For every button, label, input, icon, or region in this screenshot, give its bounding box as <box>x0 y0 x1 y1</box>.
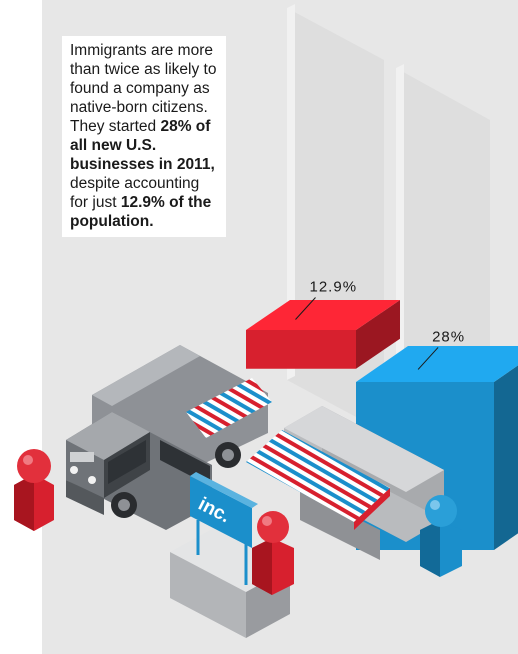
van-awning <box>186 378 272 438</box>
inc-sign: inc. <box>190 472 258 585</box>
van-grille <box>70 452 94 462</box>
description-part-2: despite accounting for just <box>70 175 200 211</box>
bar-1-front <box>246 330 356 369</box>
person-red-booth <box>252 511 294 595</box>
store-awning <box>246 430 390 522</box>
van-headlight-left <box>70 466 78 474</box>
bar-1-top <box>246 300 400 330</box>
person-blue-right <box>420 495 462 577</box>
tall-column-right-edge <box>396 64 404 390</box>
description-part-1: Immigrants are more than twice as likely… <box>70 42 217 135</box>
bar-1-side <box>356 300 400 369</box>
tall-column-left-edge <box>287 4 295 380</box>
van-headlight-right <box>88 476 96 484</box>
description-text: Immigrants are more than twice as likely… <box>62 36 226 237</box>
bar-2-leader-line <box>417 347 439 370</box>
person-red-left <box>14 449 54 531</box>
bar-1-leader-line <box>295 297 316 320</box>
storefront <box>284 406 444 560</box>
description-highlight-1: 28% of all new U.S. businesses in 2011, <box>70 118 215 173</box>
bar-2-side <box>494 365 518 550</box>
bar-2-value-label: 28% <box>432 328 465 345</box>
bar-1-value-label: 12.9% <box>310 279 358 296</box>
bar-2-top <box>356 346 518 382</box>
van-windshield <box>108 440 146 484</box>
description-highlight-2: 12.9% of the population. <box>70 194 212 230</box>
